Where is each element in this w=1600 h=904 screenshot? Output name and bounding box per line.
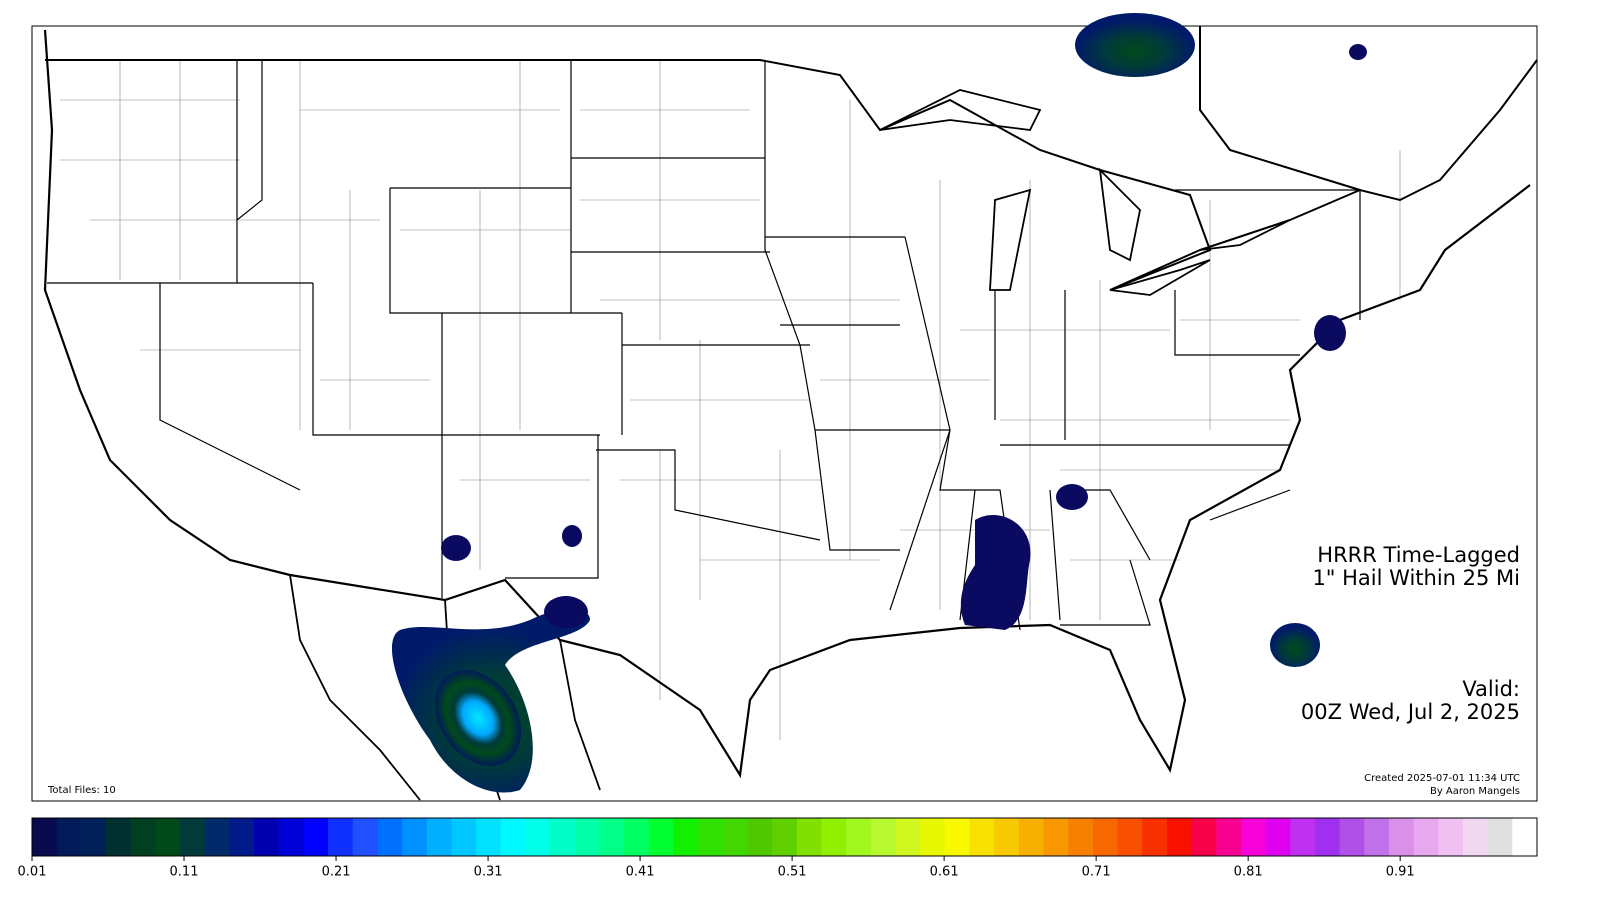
colorbar-segment — [1339, 818, 1365, 856]
colorbar-segment — [1364, 818, 1390, 856]
valid-time: 00Z Wed, Jul 2, 2025 — [1301, 700, 1520, 724]
colorbar-tick-label: 0.01 — [18, 865, 47, 880]
colorbar-segment — [303, 818, 329, 856]
colorbar-frame — [31, 817, 1538, 857]
colorbar: 0.01 0.11 0.21 0.31 0.41 0.51 0.61 0.71 0.81 0.91 — [18, 817, 1538, 880]
colorbar-segment — [1117, 818, 1143, 856]
colorbar-segment — [796, 818, 823, 856]
colorbar-segment — [229, 818, 255, 856]
map: HRRR Time-Lagged 1" Hail Within 25 Mi Va… — [31, 13, 1538, 802]
created: Created 2025-07-01 11:34 UTC — [1364, 773, 1520, 784]
colorbar-segment — [1290, 818, 1316, 856]
colorbar-segment — [1043, 818, 1069, 856]
colorbar-segment — [426, 818, 453, 856]
colorbar-segment — [1191, 818, 1217, 856]
colorbar-segment — [1092, 818, 1119, 856]
colorbar-segment — [130, 818, 156, 856]
hail-probability — [391, 13, 1367, 793]
colorbar-segment — [574, 818, 601, 856]
colorbar-tick-label: 0.71 — [1082, 865, 1111, 880]
colorbar-segment — [204, 818, 230, 856]
colorbar-segment — [1388, 818, 1415, 856]
colorbar-segment — [1166, 818, 1193, 856]
colorbar-tick-label: 0.61 — [930, 865, 959, 880]
colorbar-segment — [624, 818, 650, 856]
colorbar-tick-label: 0.91 — [1386, 865, 1415, 880]
colorbar-segment — [1413, 818, 1439, 856]
colorbar-segment — [1068, 818, 1094, 856]
colorbar-segment — [1018, 818, 1045, 856]
colorbar-segment — [402, 818, 428, 856]
map-subtitle: 1" Hail Within 25 Mi — [1312, 566, 1520, 590]
colorbar-segment — [550, 818, 576, 856]
colorbar-tick-label: 0.21 — [322, 865, 351, 880]
colorbar-tick-label: 0.81 — [1234, 865, 1263, 880]
colorbar-segment — [1438, 818, 1464, 856]
colorbar-segment — [254, 818, 280, 856]
county-lines — [60, 60, 1401, 740]
colorbar-segment — [1314, 818, 1341, 856]
colorbar-segment — [155, 818, 181, 856]
coastline — [43, 29, 1531, 779]
colorbar-tick-label: 0.31 — [474, 865, 503, 880]
colorbar-segment — [328, 818, 354, 856]
colorbar-segment — [451, 818, 477, 856]
colorbar-tick-label: 0.51 — [778, 865, 807, 880]
colorbar-segment — [1265, 818, 1291, 856]
colorbar-segment — [56, 818, 82, 856]
colorbar-segment — [920, 818, 946, 856]
colorbar-tick-label: 0.41 — [626, 865, 655, 880]
colorbar-segment — [525, 818, 551, 856]
colorbar-segment — [476, 818, 502, 856]
colorbar-segment — [278, 818, 304, 856]
colorbar-segment — [698, 818, 724, 856]
author: By Aaron Mangels — [1430, 786, 1520, 797]
colorbar-segment — [1216, 818, 1242, 856]
colorbar-segment — [846, 818, 872, 856]
colorbar-segment — [377, 818, 403, 856]
canada-border — [45, 26, 1538, 291]
great-lakes — [879, 89, 1291, 296]
colorbar-segment — [1487, 818, 1513, 856]
colorbar-segment — [106, 818, 132, 856]
colorbar-segment — [821, 818, 847, 856]
colorbar-segment — [673, 818, 699, 856]
colorbar-tick-label: 0.11 — [170, 865, 199, 880]
colorbar-segment — [895, 818, 921, 856]
colorbar-segment — [32, 818, 58, 856]
colorbar-segment — [969, 818, 995, 856]
total-files: Total Files: 10 — [47, 785, 116, 796]
colorbar-segment — [772, 818, 798, 856]
colorbar-segment — [994, 818, 1020, 856]
colorbar-segment — [599, 818, 625, 856]
map-frame — [31, 25, 1538, 802]
state-lines — [47, 60, 1361, 631]
colorbar-segment — [180, 818, 206, 856]
colorbar-segment — [1512, 818, 1538, 856]
colorbar-segment — [81, 818, 107, 856]
colorbar-segment — [747, 818, 773, 856]
colorbar-segment — [722, 818, 749, 856]
colorbar-segment — [1142, 818, 1168, 856]
colorbar-segment — [1240, 818, 1267, 856]
colorbar-segment — [944, 818, 971, 856]
colorbar-segment — [648, 818, 675, 856]
map-title: HRRR Time-Lagged — [1317, 543, 1520, 567]
colorbar-segment — [352, 818, 379, 856]
colorbar-segment — [870, 818, 897, 856]
valid-label: Valid: — [1462, 677, 1520, 701]
colorbar-segment — [500, 818, 527, 856]
colorbar-segment — [1462, 818, 1489, 856]
